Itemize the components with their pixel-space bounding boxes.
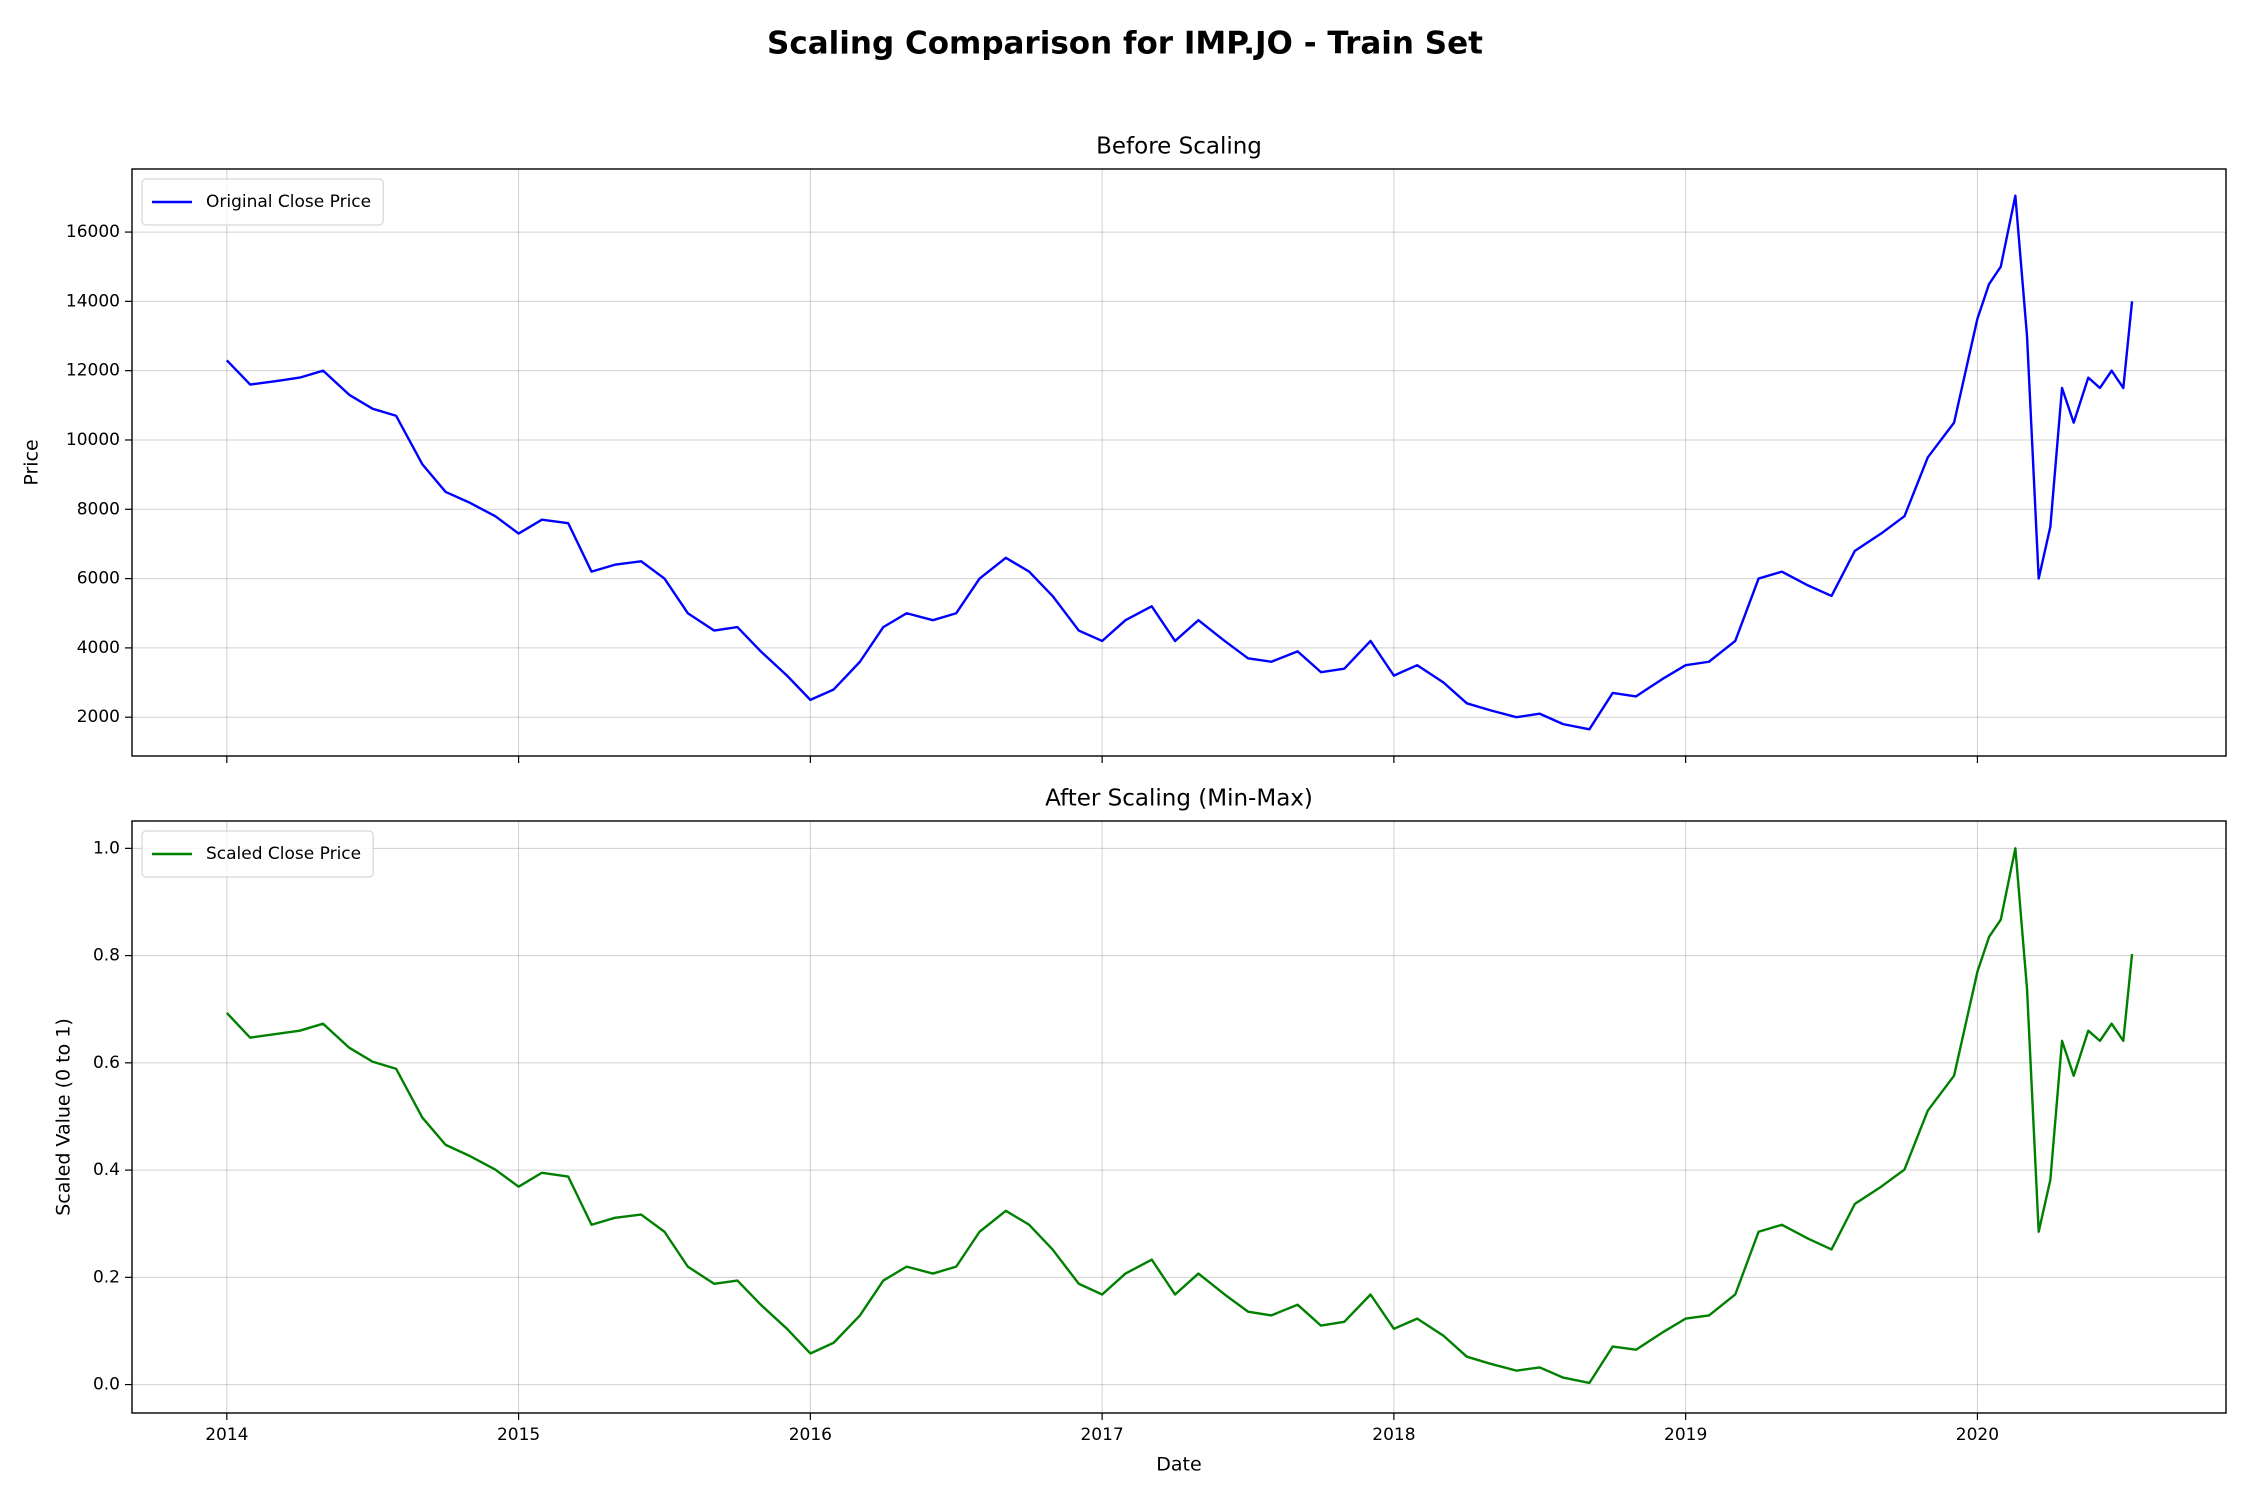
legend-label: Scaled Close Price [206, 844, 361, 864]
y-tick-label: 0.8 [93, 946, 120, 966]
data-line [225, 847, 2134, 1385]
x-tick-label: 2020 [1956, 1425, 1999, 1445]
legend-box [141, 830, 374, 878]
x-tick-label: 2014 [205, 1425, 248, 1445]
y-tick-label: 4000 [77, 638, 120, 658]
y-tick-label: 14000 [66, 291, 120, 311]
axes-frame [131, 168, 2227, 757]
axes: After Scaling (Min-Max) 2014 2015 2016 2017 2… [53, 786, 2227, 1476]
x-tick-label: 2018 [1372, 1425, 1415, 1445]
x-tick-label: 2019 [1664, 1425, 1707, 1445]
x-tick-label: 2017 [1080, 1425, 1123, 1445]
y-tick-label: 10000 [66, 430, 120, 450]
y-axis-label: Scaled Value (0 to 1) [53, 1018, 75, 1216]
x-tick-label: 2016 [789, 1425, 832, 1445]
legend-label: Original Close Price [206, 192, 371, 212]
y-axis-label: Price [21, 439, 43, 485]
data-line [225, 194, 2134, 731]
y-tick-label: 16000 [66, 222, 120, 242]
y-tick-label: 8000 [77, 499, 120, 519]
axes-title: Before Scaling [1096, 134, 1262, 160]
legend: Scaled Close Price [141, 830, 374, 878]
y-tick-label: 2000 [77, 707, 120, 727]
x-tick-label: 2015 [497, 1425, 540, 1445]
y-tick-label: 1.0 [93, 838, 120, 858]
y-tick-label: 0.6 [93, 1053, 120, 1073]
x-axis-label: Date [1156, 1454, 1201, 1476]
y-tick-label: 0.2 [93, 1267, 120, 1287]
axes-title: After Scaling (Min-Max) [1045, 786, 1313, 812]
figure-title: Scaling Comparison for IMP.JO - Train Se… [767, 26, 1483, 62]
axes-frame [131, 820, 2227, 1414]
legend: Original Close Price [141, 178, 384, 226]
axes: Before Scaling 2000 4000 6000 8000 10000 12000… [21, 134, 2227, 763]
y-tick-label: 12000 [66, 361, 120, 381]
y-tick-label: 0.4 [93, 1160, 120, 1180]
y-tick-label: 6000 [77, 569, 120, 589]
y-tick-label: 0.0 [93, 1375, 120, 1395]
legend-box [141, 178, 384, 226]
